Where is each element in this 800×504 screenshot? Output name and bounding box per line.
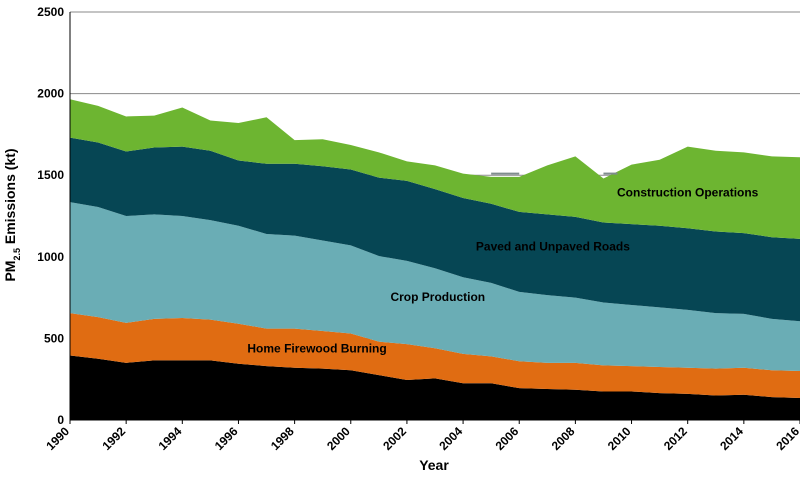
x-axis-title: Year — [419, 457, 449, 473]
x-tick-2008: 2008 — [549, 424, 578, 453]
x-tick-2016: 2016 — [773, 424, 800, 453]
y-tick-2000: 2000 — [37, 87, 64, 101]
series-labels: Other Home Firewood Burning Crop Productio… — [247, 185, 758, 401]
label-other: Other — [301, 387, 333, 401]
y-tick-2500: 2500 — [37, 5, 64, 19]
label-crop-production: Crop Production — [390, 290, 485, 304]
area-paved-and-unpaved-roads — [70, 137, 800, 322]
x-tick-2012: 2012 — [661, 424, 690, 453]
x-tick-2002: 2002 — [380, 424, 409, 453]
x-tick-2010: 2010 — [605, 424, 634, 453]
y-tick-labels: 0 500 1000 1500 2000 2500 — [37, 5, 64, 427]
label-home-firewood-burning: Home Firewood Burning — [247, 341, 386, 355]
y-axis-title: PM2.5 Emissions (kt) — [2, 148, 22, 281]
x-tick-2000: 2000 — [324, 424, 353, 453]
y-axis-title-rest: Emissions (kt) — [2, 148, 18, 248]
area-construction-operations — [70, 99, 800, 239]
label-construction-operations: Construction Operations — [617, 185, 759, 199]
x-tick-1994: 1994 — [156, 424, 185, 453]
y-tick-0: 0 — [57, 413, 64, 427]
x-tick-labels: 1990 1992 1994 1996 1998 2000 2002 2004 2006 2008… — [43, 420, 800, 453]
area-home-firewood-burning — [70, 313, 800, 398]
axes — [69, 12, 800, 421]
x-tick-1992: 1992 — [99, 424, 128, 453]
x-tick-2014: 2014 — [717, 424, 746, 453]
y-tick-1500: 1500 — [37, 168, 64, 182]
x-tick-1996: 1996 — [212, 424, 241, 453]
x-tick-2006: 2006 — [493, 424, 522, 453]
area-crop-production — [70, 202, 800, 372]
y-axis-title-sub: 2.5 — [12, 248, 22, 261]
x-tick-1998: 1998 — [268, 424, 297, 453]
stacked-areas — [70, 99, 800, 420]
y-axis-title-main: PM — [2, 261, 18, 282]
x-tick-1990: 1990 — [43, 424, 72, 453]
label-paved-and-unpaved-roads: Paved and Unpaved Roads — [476, 239, 630, 253]
y-tick-1000: 1000 — [37, 250, 64, 264]
y-tick-500: 500 — [44, 331, 64, 345]
x-tick-2004: 2004 — [436, 424, 465, 453]
area-other — [70, 355, 800, 420]
